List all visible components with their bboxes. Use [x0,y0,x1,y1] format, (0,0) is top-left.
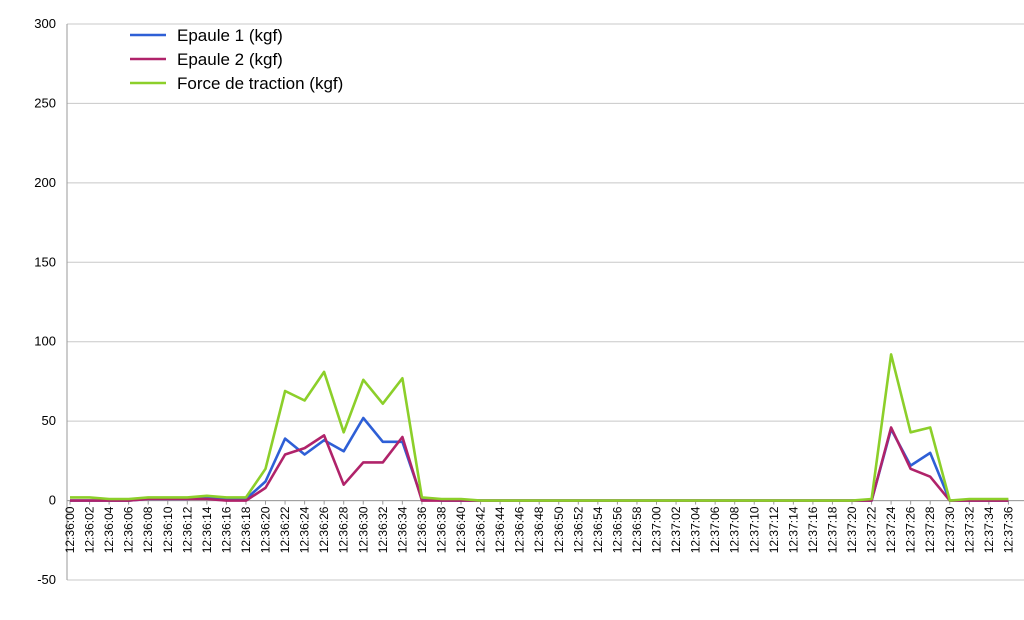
x-tick-label: 12:37:00 [650,506,664,553]
x-tick-label: 12:37:18 [825,506,839,553]
x-tick-label: 12:36:30 [356,506,370,553]
series-line-3 [70,353,1009,502]
x-tick-label: 12:36:16 [219,506,233,553]
x-tick-label: 12:37:34 [982,506,996,553]
x-tick-label: 12:36:22 [278,506,292,553]
legend-label-3: Force de traction (kgf) [177,74,343,93]
x-tick-label: 12:36:08 [141,506,155,553]
x-tick-label: 12:37:28 [923,506,937,553]
x-tick-label: 12:36:54 [591,506,605,553]
y-tick-label: 100 [34,334,56,349]
x-tick-label: 12:36:14 [200,506,214,553]
x-tick-label: 12:36:36 [415,506,429,553]
x-tick-label: 12:37:12 [767,506,781,553]
y-tick-label: 0 [49,493,56,508]
x-tick-label: 12:36:28 [337,506,351,553]
x-tick-label: 12:37:10 [747,506,761,553]
y-tick-label: 300 [34,16,56,31]
x-tick-label: 12:36:42 [474,506,488,553]
series-line-2 [70,426,1009,502]
x-tick-label: 12:36:26 [317,506,331,553]
x-tick-label: 12:36:34 [395,506,409,553]
legend-label-2: Epaule 2 (kgf) [177,50,283,69]
x-tick-label: 12:37:30 [943,506,957,553]
y-axis-ticks: -50 0 50 100 150 200 250 300 [34,16,56,587]
series-line-1 [70,416,1009,502]
x-tick-label: 12:36:10 [161,506,175,553]
x-tick-label: 12:37:08 [728,506,742,553]
x-tick-label: 12:36:50 [552,506,566,553]
legend: Epaule 1 (kgf) Epaule 2 (kgf) Force de tra… [130,26,343,93]
x-tick-label: 12:36:04 [102,506,116,553]
x-tick-label: 12:36:58 [630,506,644,553]
x-tick-label: 12:36:40 [454,506,468,553]
x-tick-label: 12:36:32 [376,506,390,553]
x-tick-label: 12:36:12 [180,506,194,553]
x-tick-label: 12:36:02 [83,506,97,553]
y-tick-label: 200 [34,175,56,190]
y-tick-label: 250 [34,95,56,110]
x-tick-label: 12:37:20 [845,506,859,553]
y-tick-label: 50 [42,413,56,428]
x-tick-label: 12:36:18 [239,506,253,553]
x-tick-label: 12:36:06 [122,506,136,553]
x-tick-label: 12:36:52 [571,506,585,553]
x-axis-ticks: 12:36:00 12:36:02 12:36:04 12:36:06 12:36:08… [63,500,1015,553]
x-tick-label: 12:37:06 [708,506,722,553]
x-tick-label: 12:36:38 [434,506,448,553]
x-tick-label: 12:37:32 [962,506,976,553]
x-tick-label: 12:37:22 [865,506,879,553]
x-tick-label: 12:37:04 [689,506,703,553]
x-tick-label: 12:36:56 [610,506,624,553]
series-lines [70,353,1009,502]
y-tick-label: 150 [34,254,56,269]
x-tick-label: 12:36:00 [63,506,77,553]
x-tick-label: 12:37:14 [786,506,800,553]
x-tick-label: 12:37:24 [884,506,898,553]
y-tick-label: -50 [37,572,56,587]
x-tick-label: 12:37:26 [904,506,918,553]
x-tick-label: 12:36:48 [532,506,546,553]
legend-label-1: Epaule 1 (kgf) [177,26,283,45]
x-tick-label: 12:37:02 [669,506,683,553]
x-tick-label: 12:36:44 [493,506,507,553]
x-tick-label: 12:36:20 [259,506,273,553]
x-tick-label: 12:36:24 [298,506,312,553]
x-tick-label: 12:36:46 [513,506,527,553]
x-tick-label: 12:37:16 [806,506,820,553]
x-tick-label: 12:37:36 [1001,506,1015,553]
